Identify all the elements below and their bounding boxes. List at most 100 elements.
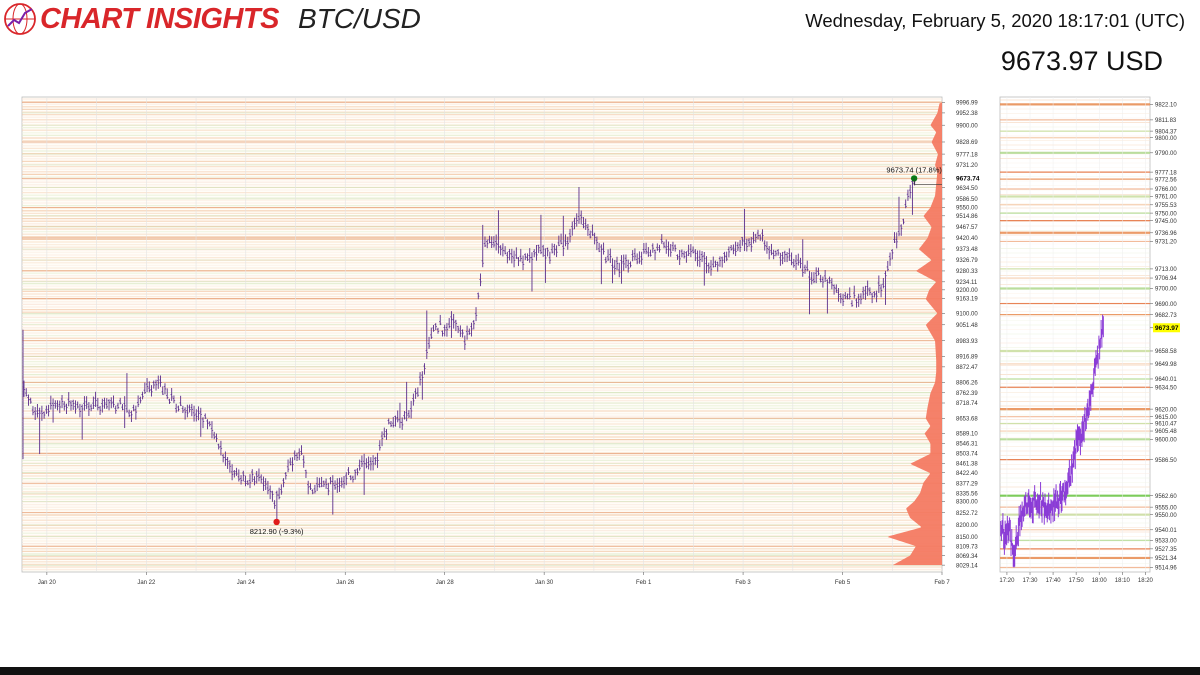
intraday-y-tick-label: 9706.94 (1155, 276, 1177, 282)
x-tick-label: Jan 22 (137, 580, 156, 586)
y-tick-label: 8150.00 (956, 535, 978, 541)
volume-profile (887, 102, 942, 566)
main-chart[interactable]: 9673.74 (17.8%) 8212.90 (-9.3%) 9996.99 995… (21, 96, 981, 586)
intraday-y-tick-label: 9736.96 (1155, 231, 1177, 237)
y-tick-label: 9420.40 (956, 236, 978, 242)
intraday-y-tick-label: 9540.01 (1155, 528, 1177, 534)
intraday-y-tick-label: 9682.73 (1155, 313, 1177, 319)
main-plot-area (21, 96, 943, 573)
intraday-y-tick-label: 9600.00 (1155, 438, 1177, 444)
y-tick-label: 8422.40 (956, 471, 978, 477)
intraday-y-tick-label: 9766.00 (1155, 187, 1177, 193)
y-tick-label: 8200.00 (956, 523, 978, 529)
intraday-y-tick-label: 9772.56 (1155, 177, 1177, 183)
timestamp: Wednesday, February 5, 2020 18:17:01 (UT… (805, 10, 1185, 31)
high-leader-line (913, 178, 942, 185)
y-tick-label: 8300.00 (956, 500, 978, 506)
chart-insights-logo: CHART INSIGHTS (0, 0, 279, 40)
intraday-y-tick-label: 9713.00 (1155, 267, 1177, 273)
y-tick-label: 8872.47 (956, 365, 978, 371)
intraday-y-tick-label: 9750.00 (1155, 211, 1177, 217)
intraday-y-tick-label: 9804.37 (1155, 129, 1177, 135)
intraday-x-tick-label: 17:50 (1069, 578, 1085, 584)
y-tick-label: 8546.31 (956, 442, 978, 448)
x-tick-label: Feb 3 (735, 580, 751, 586)
y-tick-label: 9163.19 (956, 297, 978, 303)
intraday-x-tick-label: 18:20 (1138, 578, 1154, 584)
y-tick-label: 8335.56 (956, 491, 978, 497)
intraday-y-tick-label: 9640.01 (1155, 377, 1177, 383)
y-tick-label: 8461.38 (956, 462, 978, 468)
y-tick-label: 9634.50 (956, 186, 978, 192)
y-tick-label: 8252.72 (956, 511, 978, 517)
y-tick-label: 9373.48 (956, 247, 978, 253)
y-tick-label: 9586.50 (956, 197, 978, 203)
intraday-plot-area (999, 96, 1151, 573)
intraday-current-price-label: 9673.97 (1155, 325, 1179, 332)
y-tick-label: 8069.34 (956, 554, 978, 560)
y-tick-label: 9996.99 (956, 101, 978, 107)
x-tick-label: Feb 1 (636, 580, 652, 586)
y-tick-label: 9828.69 (956, 140, 978, 146)
intraday-y-tick-label: 9811.83 (1155, 118, 1177, 124)
y-tick-label: 8109.73 (956, 544, 978, 550)
y-tick-label: 9467.57 (956, 225, 978, 231)
x-tick-label: Jan 20 (38, 580, 57, 586)
x-tick-label: Feb 5 (835, 580, 851, 586)
x-tick-label: Jan 26 (336, 580, 355, 586)
intraday-y-tick-label: 9790.00 (1155, 151, 1177, 157)
intraday-y-tick-label: 9521.34 (1155, 556, 1177, 562)
intraday-y-tick-label: 9615.00 (1155, 415, 1177, 421)
y-tick-label: 9731.20 (956, 163, 978, 169)
y-tick-label: 8983.93 (956, 339, 978, 345)
intraday-y-tick-label: 9550.00 (1155, 513, 1177, 519)
current-price-box (953, 174, 981, 183)
intraday-y-tick-label: 9700.00 (1155, 287, 1177, 293)
current-price-tick-label: 9673.74 (956, 176, 980, 183)
y-tick-label: 9051.48 (956, 323, 978, 329)
intraday-y-tick-label: 9562.60 (1155, 494, 1177, 500)
logo-text: CHART INSIGHTS (40, 3, 279, 35)
y-tick-label: 9326.79 (956, 258, 978, 264)
low-label: 8212.90 (-9.3%) (250, 527, 304, 536)
y-tick-label: 9550.00 (956, 206, 978, 212)
intraday-y-tick-label: 9555.00 (1155, 505, 1177, 511)
y-tick-label: 8762.39 (956, 391, 978, 397)
intraday-y-tick-label: 9610.47 (1155, 422, 1177, 428)
intraday-y-tick-label: 9533.00 (1155, 539, 1177, 545)
intraday-y-tick-label: 9731.20 (1155, 240, 1177, 246)
y-tick-label: 8718.74 (956, 401, 978, 407)
intraday-y-tick-label: 9527.35 (1155, 547, 1177, 553)
y-tick-label: 9234.11 (956, 280, 978, 286)
intraday-x-tick-label: 17:20 (999, 578, 1015, 584)
intraday-y-tick-label: 9586.50 (1155, 458, 1177, 464)
y-tick-label: 9952.38 (956, 111, 978, 117)
current-price: 9673.97 USD (1000, 46, 1163, 76)
x-tick-label: Jan 24 (237, 580, 256, 586)
intraday-y-tick-label: 9822.10 (1155, 103, 1177, 109)
y-tick-label: 9900.00 (956, 123, 978, 129)
y-tick-label: 8653.68 (956, 416, 978, 422)
y-tick-label: 9514.86 (956, 214, 978, 220)
intraday-y-tick-label: 9800.00 (1155, 136, 1177, 142)
y-tick-label: 8029.14 (956, 563, 978, 569)
intraday-x-tick-label: 17:30 (1022, 578, 1038, 584)
intraday-y-tick-label: 9755.53 (1155, 203, 1177, 209)
intraday-y-tick-label: 9514.96 (1155, 566, 1177, 572)
y-tick-label: 8589.10 (956, 432, 978, 438)
intraday-x-tick-label: 17:40 (1046, 578, 1062, 584)
y-tick-label: 8916.89 (956, 355, 978, 361)
logo-globe-icon (4, 3, 36, 35)
intraday-y-tick-label: 9649.98 (1155, 362, 1177, 368)
intraday-x-tick-label: 18:10 (1115, 578, 1131, 584)
intraday-y-tick-label: 9761.00 (1155, 195, 1177, 201)
intraday-y-tick-label: 9634.50 (1155, 385, 1177, 391)
intraday-y-tick-label: 9777.18 (1155, 170, 1177, 176)
y-tick-label: 9777.18 (956, 152, 978, 158)
y-tick-label: 9100.00 (956, 312, 978, 318)
intraday-y-tick-label: 9690.00 (1155, 302, 1177, 308)
y-tick-label: 8377.29 (956, 481, 978, 487)
bottom-bar (0, 667, 1200, 675)
